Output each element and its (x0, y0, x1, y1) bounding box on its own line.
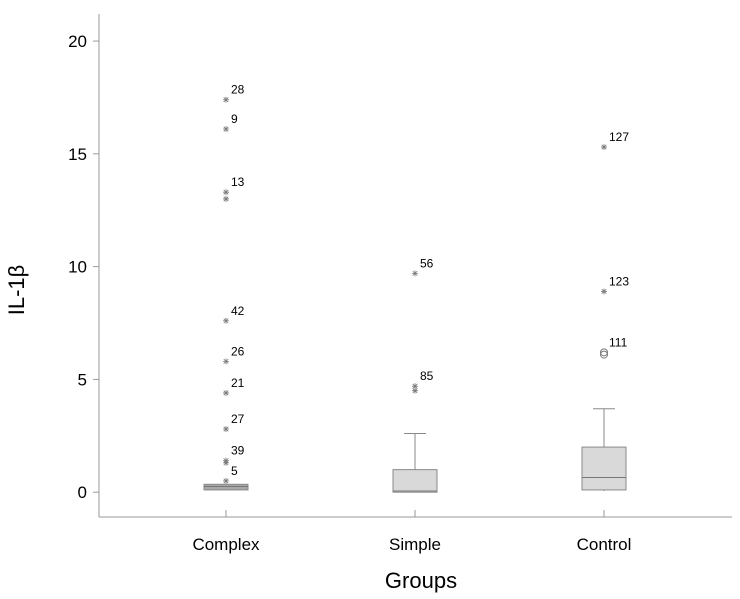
box-simple (392, 433, 438, 493)
outlier-star (601, 144, 607, 151)
outlier-circle (600, 350, 608, 359)
x-tick-label: Control (577, 535, 632, 554)
boxes (203, 408, 627, 493)
outlier-label: 28 (231, 83, 245, 97)
x-tick-label: Complex (192, 535, 260, 554)
outlier-star (223, 426, 229, 433)
outlier-star (223, 195, 229, 202)
outlier-label: 56 (420, 256, 434, 270)
box-body (581, 446, 627, 491)
outlier-label: 111 (609, 335, 628, 349)
outlier-star (601, 288, 607, 295)
outlier-star (412, 387, 418, 394)
outlier-label: 13 (231, 175, 245, 189)
x-tick-label: Simple (389, 535, 441, 554)
outlier-label: 85 (420, 369, 434, 383)
outlier-star (223, 477, 229, 484)
outlier-label: 27 (231, 412, 245, 426)
x-axis-ticks: Complex Simple Control (192, 510, 631, 554)
y-axis-ticks: 0 5 10 15 20 (68, 32, 99, 502)
box-body (203, 483, 249, 491)
outlier-label: 39 (231, 444, 245, 458)
y-tick-label: 10 (68, 258, 87, 277)
box-body (392, 469, 438, 493)
outlier-label: 26 (231, 344, 245, 358)
outliers: 28 9 13 42 26 21 27 39 5 56 85 127 123 111 (223, 83, 629, 484)
outlier-star (223, 389, 229, 396)
outlier-star (223, 459, 229, 466)
outlier-star (223, 317, 229, 324)
box-control (581, 408, 627, 492)
box-complex (203, 483, 249, 491)
outlier-star (223, 126, 229, 133)
y-tick-label: 15 (68, 145, 87, 164)
y-tick-label: 0 (78, 483, 87, 502)
y-tick-label: 20 (68, 32, 87, 51)
outlier-label: 9 (231, 112, 238, 126)
outlier-label: 5 (231, 464, 238, 478)
outlier-label: 123 (609, 274, 629, 288)
y-tick-label: 5 (78, 370, 87, 389)
outlier-circle (600, 348, 608, 357)
outlier-label: 127 (609, 130, 629, 144)
outlier-star (223, 189, 229, 196)
x-axis-title: Groups (385, 568, 457, 593)
outlier-star (412, 270, 418, 277)
outlier-star (223, 96, 229, 103)
outlier-label: 21 (231, 376, 245, 390)
outlier-star (412, 383, 418, 390)
outlier-label: 42 (231, 304, 245, 318)
outlier-star (223, 358, 229, 365)
y-axis-title: IL-1β (4, 265, 29, 316)
